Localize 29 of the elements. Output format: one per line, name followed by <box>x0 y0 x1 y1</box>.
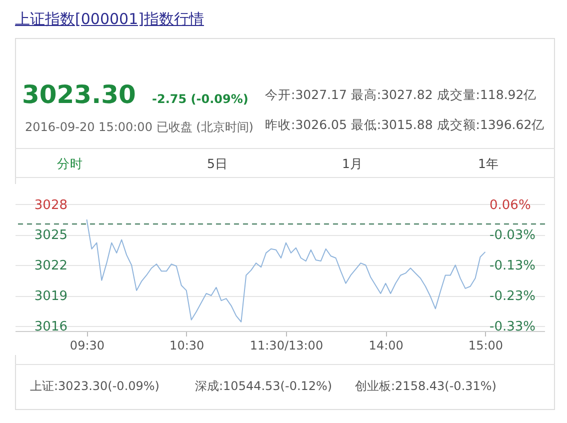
chart-title: 上证指数[000001]指数行情 <box>15 10 204 29</box>
x-tick-label: 11:30/13:00 <box>250 338 324 352</box>
text: 深成:10544.53(-0.12%) <box>195 378 332 395</box>
y-tick-label: 3019 <box>34 289 68 304</box>
text: 上证:3023.30(-0.09%) <box>30 378 160 395</box>
y-tick-label: 3022 <box>34 258 68 274</box>
text: -2.75 (-0.09%) <box>152 92 248 106</box>
y-tick-label: 3016 <box>34 319 68 334</box>
x-tick-label: 09:30 <box>70 338 105 352</box>
y-tick-label: 3025 <box>34 228 68 244</box>
y2-tick-label: -0.13% <box>490 258 536 274</box>
y2-tick-label: 0.06% <box>490 198 531 213</box>
text: 分时 <box>57 156 83 173</box>
y2-tick-label: -0.23% <box>490 289 536 304</box>
text: 1月 <box>342 156 363 173</box>
line-series <box>86 218 486 322</box>
y-tick-label: 3028 <box>34 198 68 213</box>
x-tick-label: 10:30 <box>170 338 204 352</box>
text: 今开:3027.17 最高:3027.82 成交量:118.92亿 <box>265 87 537 104</box>
text: 创业板:2158.43(-0.31%) <box>355 378 496 395</box>
text: 1年 <box>478 156 499 173</box>
x-tick-label: 14:00 <box>368 338 404 352</box>
text: 5日 <box>207 156 228 173</box>
x-tick-label: 15:00 <box>468 338 504 352</box>
text: 3023.30 <box>22 80 136 109</box>
y2-tick-label: -0.33% <box>490 319 536 334</box>
text: 2016-09-20 15:00:00 已收盘 (北京时间) <box>25 119 254 136</box>
y2-tick-label: -0.03% <box>490 228 536 244</box>
text: 昨收:3026.05 最低:3015.88 成交额:1396.62亿 <box>265 117 545 134</box>
